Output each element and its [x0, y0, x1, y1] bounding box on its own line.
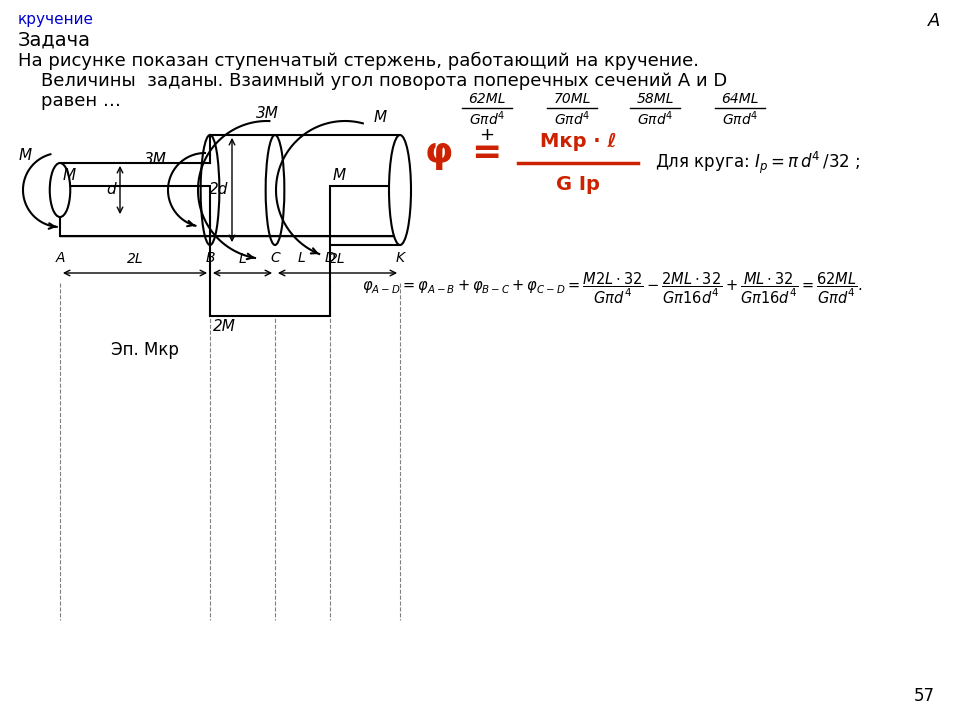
Bar: [210, 236, 330, 316]
Text: Мкр · ℓ: Мкр · ℓ: [540, 132, 616, 151]
Text: кручение: кручение: [18, 12, 94, 27]
Text: L: L: [239, 252, 247, 266]
Text: $G\pi d^4$: $G\pi d^4$: [468, 109, 505, 127]
Text: K: K: [396, 251, 404, 265]
Bar: [330, 186, 400, 236]
Text: B: B: [205, 251, 215, 265]
Text: 70ML: 70ML: [553, 92, 590, 106]
Text: равен …: равен …: [18, 92, 121, 110]
Text: $G\pi d^4$: $G\pi d^4$: [722, 109, 758, 127]
Ellipse shape: [389, 135, 411, 245]
Text: M: M: [333, 168, 347, 183]
Text: $\varphi_{A-D} = \varphi_{A-B} + \varphi_{B-C} + \varphi_{C-D} = \dfrac{M2L\cdot: $\varphi_{A-D} = \varphi_{A-B} + \varphi…: [362, 271, 862, 305]
Text: 2L: 2L: [127, 252, 143, 266]
Text: 3M: 3M: [144, 153, 166, 168]
Text: L: L: [299, 251, 306, 265]
Text: 3M: 3M: [255, 106, 278, 120]
Text: +: +: [479, 126, 494, 144]
Text: Величины  заданы. Взаимный угол поворота поперечных сечений А и D: Величины заданы. Взаимный угол поворота …: [18, 72, 728, 90]
Text: 57: 57: [914, 687, 935, 705]
Text: D: D: [324, 251, 335, 265]
Text: 2d: 2d: [208, 182, 228, 197]
Text: А: А: [927, 12, 940, 30]
Text: A: A: [56, 251, 64, 265]
Text: Задача: Задача: [18, 30, 91, 49]
Text: Для круга: $I_p = \pi\, d^4\, /32$ ;: Для круга: $I_p = \pi\, d^4\, /32$ ;: [655, 150, 860, 176]
Text: $G\pi d^4$: $G\pi d^4$: [636, 109, 673, 127]
Bar: [60, 186, 210, 236]
Text: 62ML: 62ML: [468, 92, 506, 106]
Ellipse shape: [50, 163, 70, 217]
Text: $G\pi d^4$: $G\pi d^4$: [554, 109, 590, 127]
Text: Эп. Мкр: Эп. Мкр: [111, 341, 179, 359]
Text: На рисунке показан ступенчатый стержень, работающий на кручение.: На рисунке показан ступенчатый стержень,…: [18, 52, 699, 71]
Text: 2L: 2L: [329, 252, 346, 266]
Text: M: M: [18, 148, 32, 163]
Text: C: C: [270, 251, 280, 265]
Text: M: M: [373, 109, 387, 125]
Text: d: d: [107, 182, 116, 197]
Text: 58ML: 58ML: [636, 92, 674, 106]
Text: 2M: 2M: [213, 319, 236, 334]
Text: $\boldsymbol{\varphi}$ $\boldsymbol{=}$: $\boldsymbol{\varphi}$ $\boldsymbol{=}$: [423, 138, 500, 172]
Text: G Ip: G Ip: [556, 175, 600, 194]
Text: M: M: [63, 168, 76, 183]
Text: 64ML: 64ML: [721, 92, 758, 106]
